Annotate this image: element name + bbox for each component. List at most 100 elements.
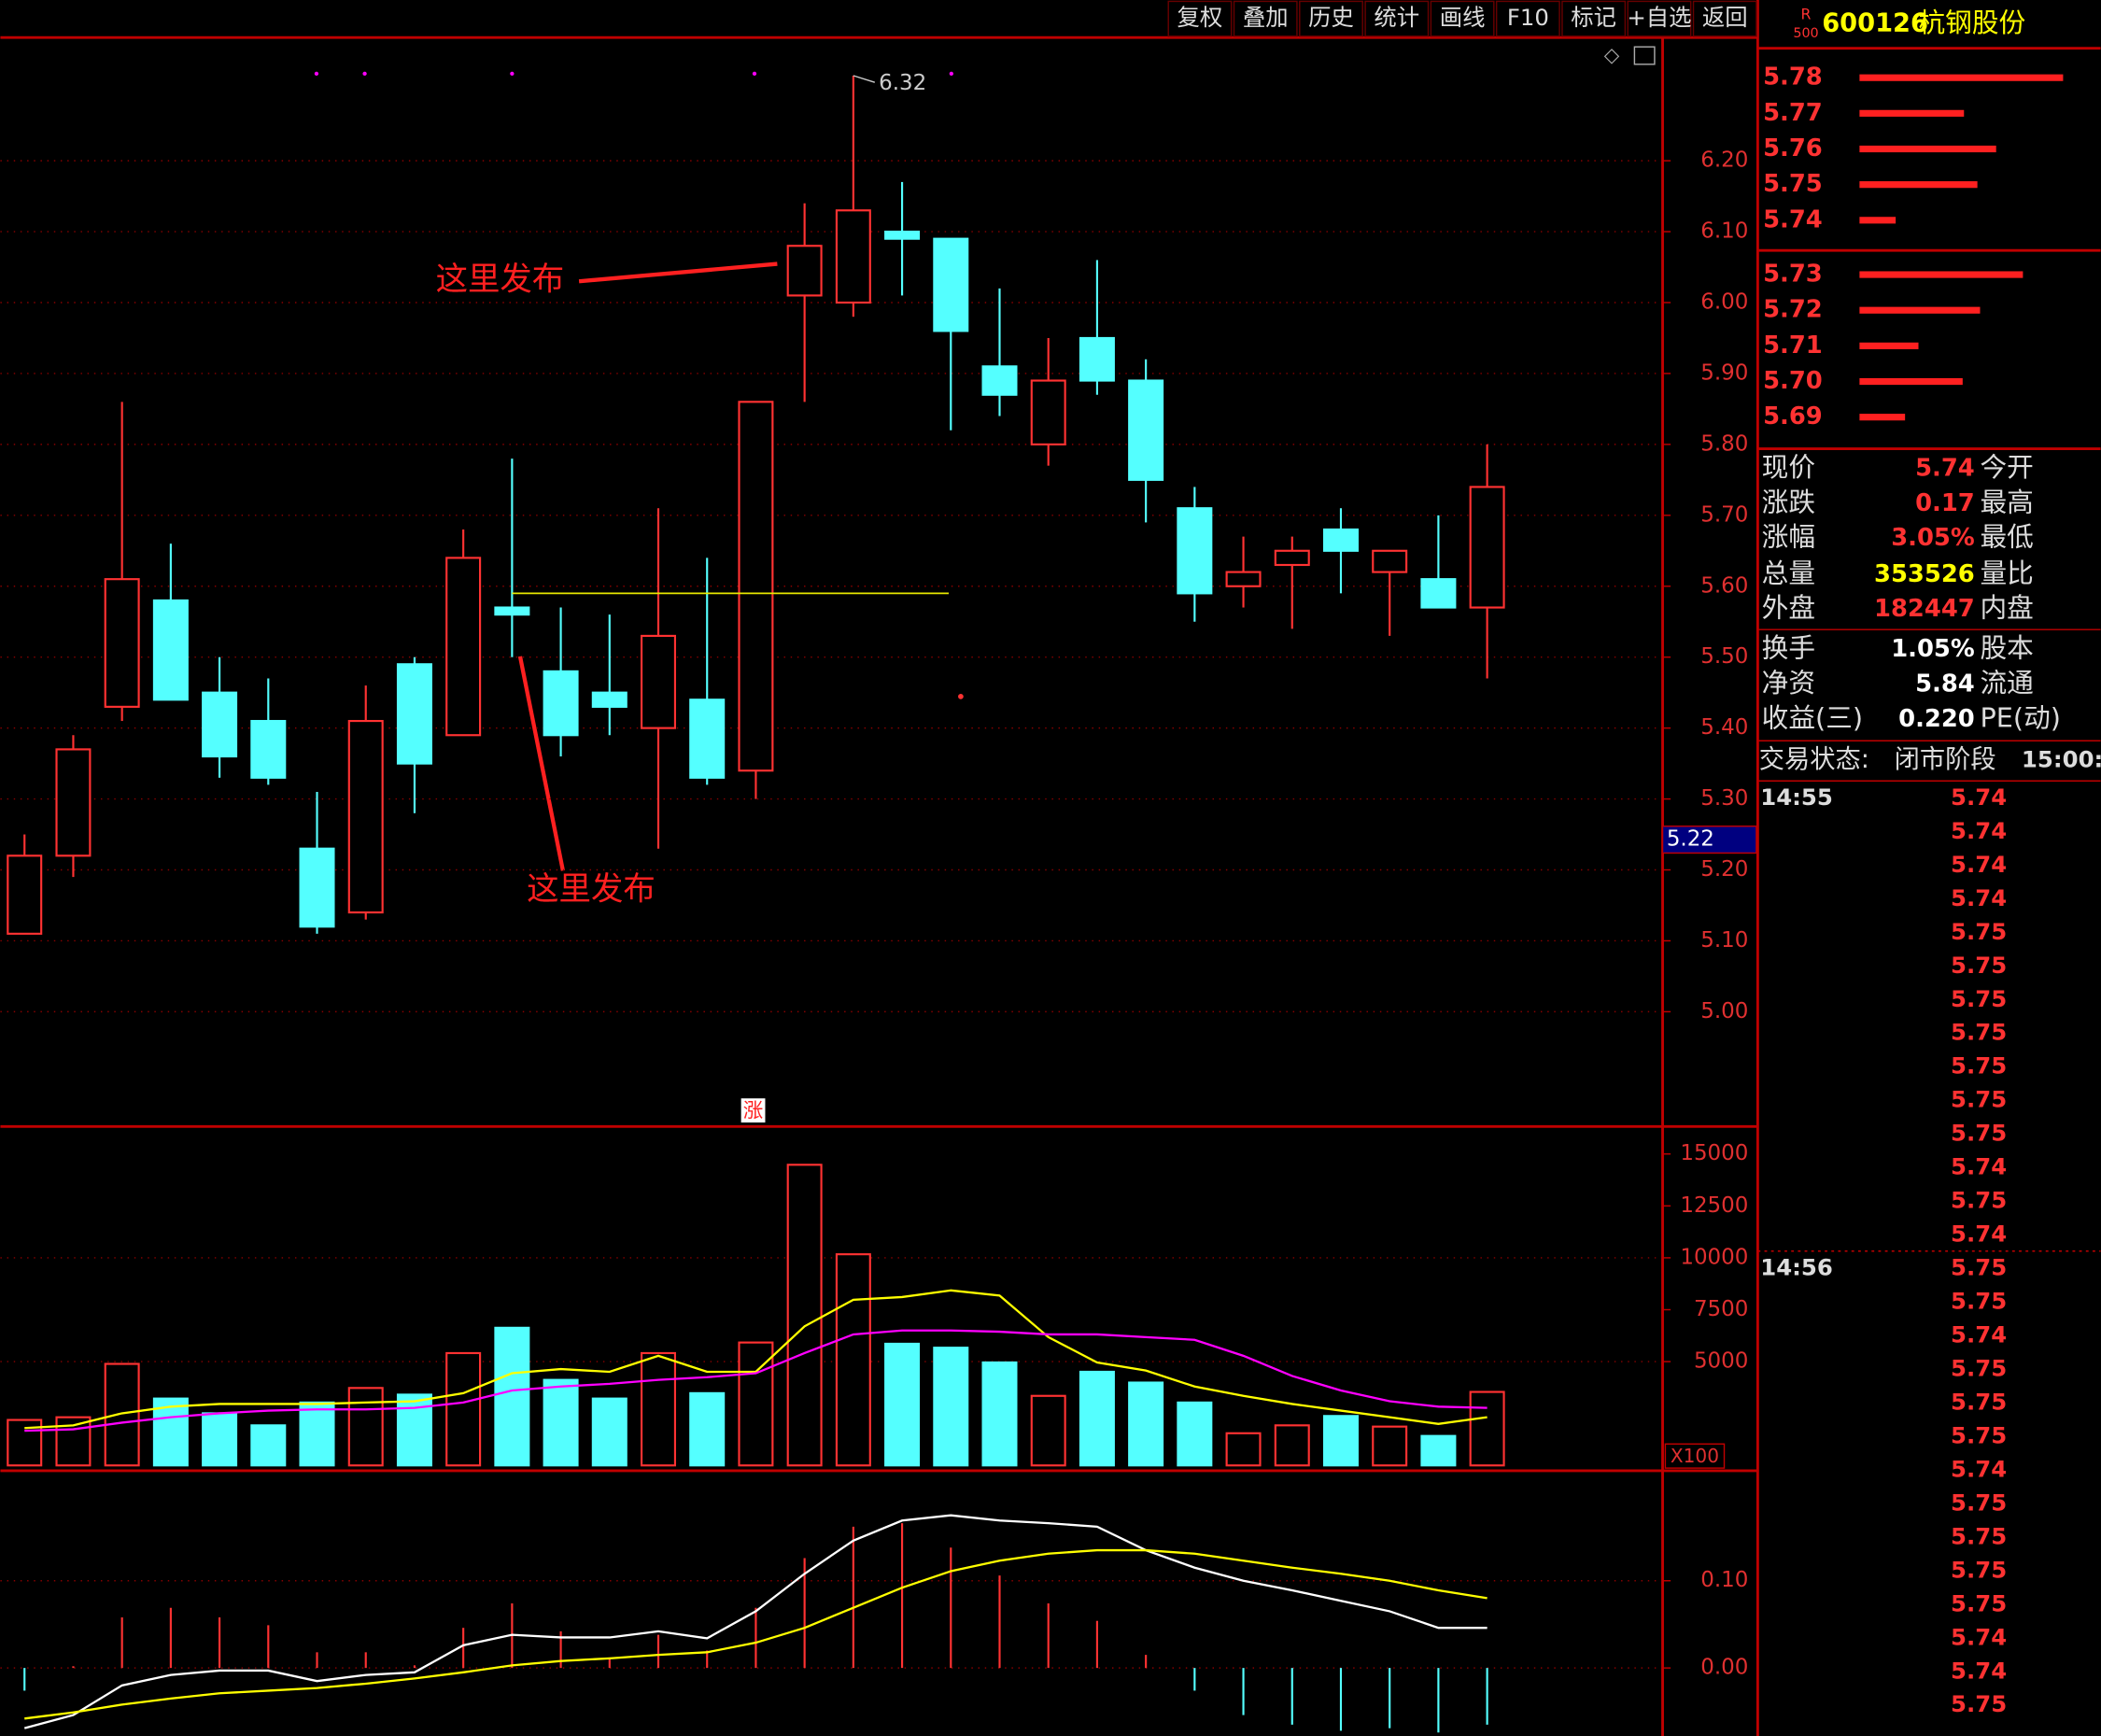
- volume-bar: [1322, 1415, 1359, 1467]
- toolbar-button[interactable]: [1167, 0, 1233, 37]
- quote-label: 总量: [1762, 557, 1815, 588]
- toolbar-label[interactable]: 复权: [1177, 4, 1223, 31]
- candle-body: [640, 634, 677, 729]
- tick-price: 5.75: [1951, 1421, 2007, 1448]
- tick-price: 5.75: [1951, 952, 2007, 979]
- toolbar-button[interactable]: [1561, 0, 1627, 37]
- y-tick-label: 0.10: [1700, 1568, 1748, 1592]
- candle-body: [884, 230, 921, 240]
- status-value: 闭市阶段: [1895, 745, 1996, 774]
- quote-value: 5.84: [1915, 670, 1975, 698]
- quote-label: PE(动): [1980, 701, 2060, 733]
- volume-bar: [689, 1391, 726, 1467]
- max-pointer: [853, 75, 876, 83]
- y-tick-label: 6.20: [1700, 148, 1748, 173]
- y-tick-label: 12500: [1680, 1193, 1748, 1218]
- annotation-arrow: [578, 261, 778, 284]
- quote-value: 353526: [1874, 560, 1975, 588]
- toolbar-button[interactable]: [1430, 0, 1495, 37]
- tick-price: 5.75: [1951, 1187, 2007, 1214]
- quote-label: 流通: [1980, 667, 2033, 699]
- volume-bar: [1469, 1390, 1505, 1467]
- volume-bar: [1420, 1434, 1457, 1467]
- quote-label: 最低: [1980, 521, 2033, 553]
- marker-box: [740, 1098, 766, 1123]
- quote-label: 今开: [1980, 451, 2033, 483]
- candle-body: [299, 847, 335, 928]
- candle-body: [738, 401, 774, 772]
- candle-body: [1322, 528, 1359, 552]
- volume-bar: [1372, 1425, 1408, 1467]
- toolbar-button[interactable]: [1233, 0, 1298, 37]
- y-tick-label: 5000: [1694, 1349, 1748, 1374]
- book-bar: [1859, 145, 1996, 153]
- volume-bar: [396, 1393, 432, 1467]
- toolbar-label[interactable]: 叠加: [1243, 4, 1289, 31]
- y-tick-label: 5.00: [1700, 999, 1748, 1023]
- book-bar: [1859, 377, 1963, 386]
- volume-bar: [933, 1347, 969, 1467]
- tick-price: 5.75: [1951, 1690, 2007, 1717]
- unit-label: X100: [1671, 1445, 1719, 1467]
- toolbar-label[interactable]: 标记: [1571, 4, 1616, 31]
- toolbar-label[interactable]: +自选: [1627, 4, 1691, 31]
- toolbar-button[interactable]: [1692, 0, 1757, 37]
- volume-bar: [786, 1164, 823, 1467]
- quote-value: 5.74: [1915, 455, 1975, 483]
- volume-bar: [1079, 1370, 1115, 1467]
- candle-body: [786, 245, 823, 297]
- candle-body: [250, 719, 287, 779]
- candle-body: [1225, 571, 1262, 587]
- quote-label: 外盘: [1762, 592, 1815, 624]
- tick-price: 5.75: [1951, 1086, 2007, 1113]
- candle-body: [981, 365, 1018, 396]
- toolbar-button[interactable]: [1299, 0, 1363, 37]
- tick-price: 5.75: [1951, 1388, 2007, 1415]
- quote-value: 0.17: [1915, 489, 1975, 517]
- quote-label: 现价: [1762, 451, 1815, 483]
- quote-value: 182447: [1874, 595, 1975, 623]
- book-bar: [1859, 109, 1965, 117]
- y-tick-label: 6.10: [1700, 219, 1748, 244]
- candle-body: [152, 599, 189, 701]
- y-tick-label: 5.20: [1700, 857, 1748, 882]
- tick-price: 5.75: [1951, 1052, 2007, 1080]
- tick-price: 5.74: [1951, 1657, 2007, 1684]
- toolbar-button[interactable]: [1364, 0, 1430, 37]
- candle-body: [445, 557, 482, 737]
- volume-bar: [640, 1351, 677, 1467]
- diamond-icon[interactable]: ◇: [1604, 44, 1620, 67]
- tick-price: 5.75: [1951, 1288, 2007, 1315]
- quote-label: 最高: [1980, 486, 2033, 517]
- tick-price: 5.75: [1951, 1489, 2007, 1516]
- toolbar-label[interactable]: 历史: [1308, 4, 1354, 31]
- toolbar-button[interactable]: [1495, 0, 1560, 37]
- candle-body: [494, 606, 530, 616]
- candle-body: [7, 854, 43, 935]
- tick-price: 5.74: [1951, 783, 2007, 811]
- book-bar: [1859, 414, 1906, 421]
- book-bar: [1859, 306, 1981, 314]
- quote-value: 0.220: [1898, 705, 1975, 733]
- window-icon[interactable]: [1633, 46, 1656, 65]
- volume-bar: [543, 1378, 579, 1467]
- book-price: 5.74: [1763, 205, 1823, 233]
- toolbar-button[interactable]: [1627, 0, 1692, 37]
- unit-box: [1664, 1443, 1726, 1469]
- toolbar-label[interactable]: 画线: [1440, 4, 1486, 31]
- marker: 涨: [743, 1100, 764, 1123]
- quote-value: 1.05%: [1891, 635, 1975, 663]
- y-tick-label: 5.60: [1700, 573, 1748, 598]
- y-tick-label: 5.90: [1700, 360, 1748, 385]
- toolbar-label[interactable]: F10: [1507, 4, 1549, 31]
- tick-price: 5.74: [1951, 1455, 2007, 1482]
- badge: R: [1801, 5, 1812, 22]
- tick-price: 5.75: [1951, 1522, 2007, 1549]
- badge: 500: [1793, 26, 1818, 41]
- tick-time: 14:55: [1760, 783, 1833, 811]
- toolbar-label[interactable]: 统计: [1374, 4, 1419, 31]
- tick-price: 5.74: [1951, 884, 2007, 911]
- quote-label: 净资: [1762, 667, 1815, 699]
- toolbar-label[interactable]: 返回: [1702, 4, 1748, 31]
